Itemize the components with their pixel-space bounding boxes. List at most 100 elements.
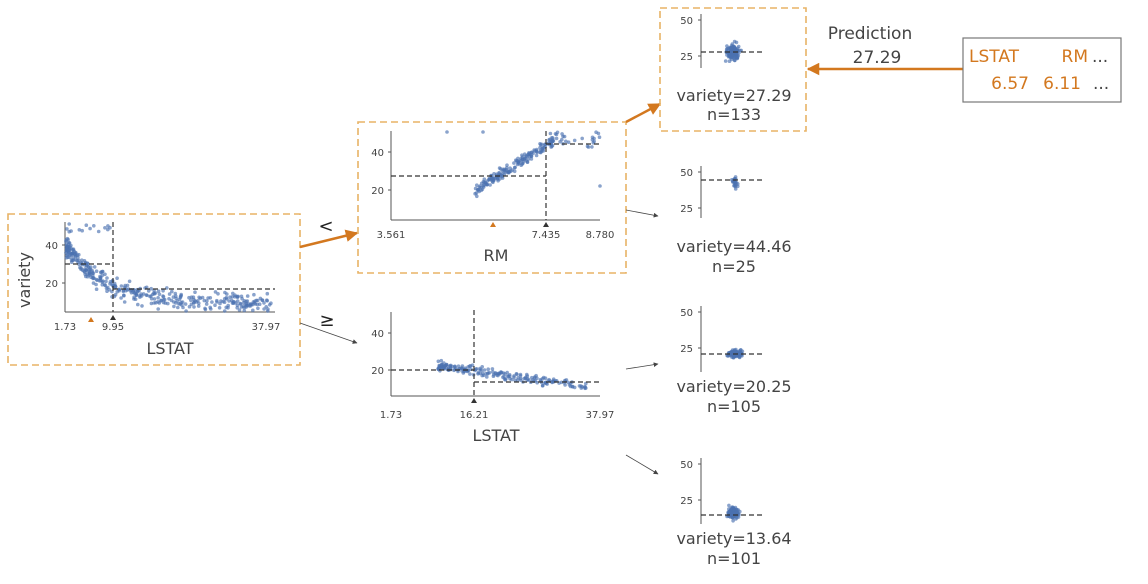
edge-rm-to-leaf-1 <box>625 102 662 124</box>
scatter-point <box>105 289 109 294</box>
scatter-point <box>122 300 127 304</box>
scatter-point <box>514 372 519 376</box>
scatter-point <box>731 519 735 523</box>
scatter-point <box>170 289 174 294</box>
scatter-point <box>512 375 516 380</box>
prediction-panel: Prediction 27.29 <box>806 24 963 76</box>
leaf-y-tick-label: 50 <box>680 168 693 179</box>
scatter-point <box>445 130 449 134</box>
scatter-point <box>69 229 73 233</box>
scatter-point <box>225 292 229 296</box>
scatter-point <box>194 300 199 304</box>
scatter-point <box>176 305 180 310</box>
rm-instance-marker <box>490 222 496 227</box>
scatter-point <box>502 168 507 173</box>
scatter-point <box>171 295 176 299</box>
scatter-point <box>251 308 255 313</box>
scatter-point <box>98 276 103 280</box>
leaf-y-tick-label: 25 <box>680 344 693 355</box>
scatter-point <box>79 266 83 270</box>
leaf-n-label: n=25 <box>712 257 756 276</box>
scatter-point <box>127 279 132 284</box>
scatter-point <box>516 376 520 380</box>
scatter-point <box>94 287 99 292</box>
leaf-node: 50 25 variety=13.64 n=101 <box>676 458 792 568</box>
scatter-point <box>497 166 502 170</box>
root-split-marker <box>110 315 116 320</box>
leaf-y-tick-label: 50 <box>680 460 693 471</box>
scatter-point <box>541 146 546 150</box>
scatter-point <box>566 140 571 144</box>
root-x-tick-label: 9.95 <box>102 322 124 333</box>
rm-x-axis-label: RM <box>484 246 509 265</box>
lstat-x-tick-label: 1.73 <box>380 410 402 421</box>
scatter-point <box>504 166 509 170</box>
scatter-point <box>235 303 240 308</box>
scatter-point <box>532 148 536 152</box>
scatter-point <box>77 228 82 232</box>
scatter-point <box>437 365 441 369</box>
scatter-point <box>119 284 124 288</box>
scatter-point <box>149 286 153 291</box>
leaf-y-tick-label: 25 <box>680 52 693 63</box>
scatter-point <box>152 297 157 301</box>
scatter-point <box>72 249 76 253</box>
scatter-point <box>113 292 118 297</box>
scatter-point <box>208 305 212 310</box>
leaf-n-label: n=101 <box>707 549 761 568</box>
scatter-point <box>734 40 739 45</box>
instance-header: RM <box>1062 47 1088 67</box>
scatter-point <box>534 153 539 158</box>
scatter-point <box>560 132 564 136</box>
scatter-point <box>507 373 512 377</box>
scatter-point <box>226 303 230 308</box>
scatter-point <box>193 290 197 295</box>
scatter-point <box>96 229 101 234</box>
rm-split-marker <box>543 222 549 227</box>
scatter-point <box>90 268 94 273</box>
scatter-point <box>476 188 481 192</box>
instance-value: ... <box>1093 74 1109 94</box>
instance-box: LSTAT RM ... 6.57 6.11 ... <box>962 37 1122 103</box>
scatter-point <box>73 254 78 259</box>
edge-rm-to-leaf-2 <box>625 209 659 218</box>
scatter-point <box>108 225 112 230</box>
scatter-point <box>737 50 741 55</box>
scatter-point <box>149 301 154 306</box>
scatter-point <box>265 291 270 296</box>
scatter-point <box>132 297 136 301</box>
scatter-point <box>206 296 210 300</box>
scatter-point <box>265 299 270 303</box>
scatter-point <box>598 184 602 188</box>
edge-root-to-lstat <box>299 322 358 344</box>
scatter-point <box>172 304 176 309</box>
scatter-point <box>524 375 528 380</box>
scatter-point <box>515 159 520 163</box>
scatter-point <box>67 241 72 245</box>
root-x-axis-label: LSTAT <box>146 339 193 358</box>
scatter-point <box>233 295 237 299</box>
instance-value: 6.57 <box>991 74 1029 94</box>
scatter-point <box>244 301 249 306</box>
scatter-point <box>548 131 553 136</box>
scatter-point <box>235 306 239 310</box>
instance-value: 6.11 <box>1043 74 1081 94</box>
instance-header: LSTAT <box>969 47 1020 67</box>
scatter-point <box>482 177 487 181</box>
leaf-mean-label: variety=20.25 <box>676 377 791 396</box>
scatter-point <box>91 276 95 281</box>
root-x-tick-label: 1.73 <box>54 322 76 333</box>
scatter-point <box>138 294 142 298</box>
scatter-point <box>197 295 201 300</box>
scatter-point <box>527 154 532 158</box>
edge-lstat-to-leaf-4 <box>625 454 659 475</box>
scatter-point <box>564 139 568 144</box>
scatter-point <box>460 369 464 373</box>
scatter-point <box>156 289 161 294</box>
scatter-point <box>486 367 491 372</box>
root-y-tick-label: 20 <box>45 279 58 290</box>
scatter-point <box>439 358 444 363</box>
scatter-point <box>463 366 468 371</box>
scatter-point <box>253 299 257 304</box>
scatter-point <box>486 371 490 376</box>
